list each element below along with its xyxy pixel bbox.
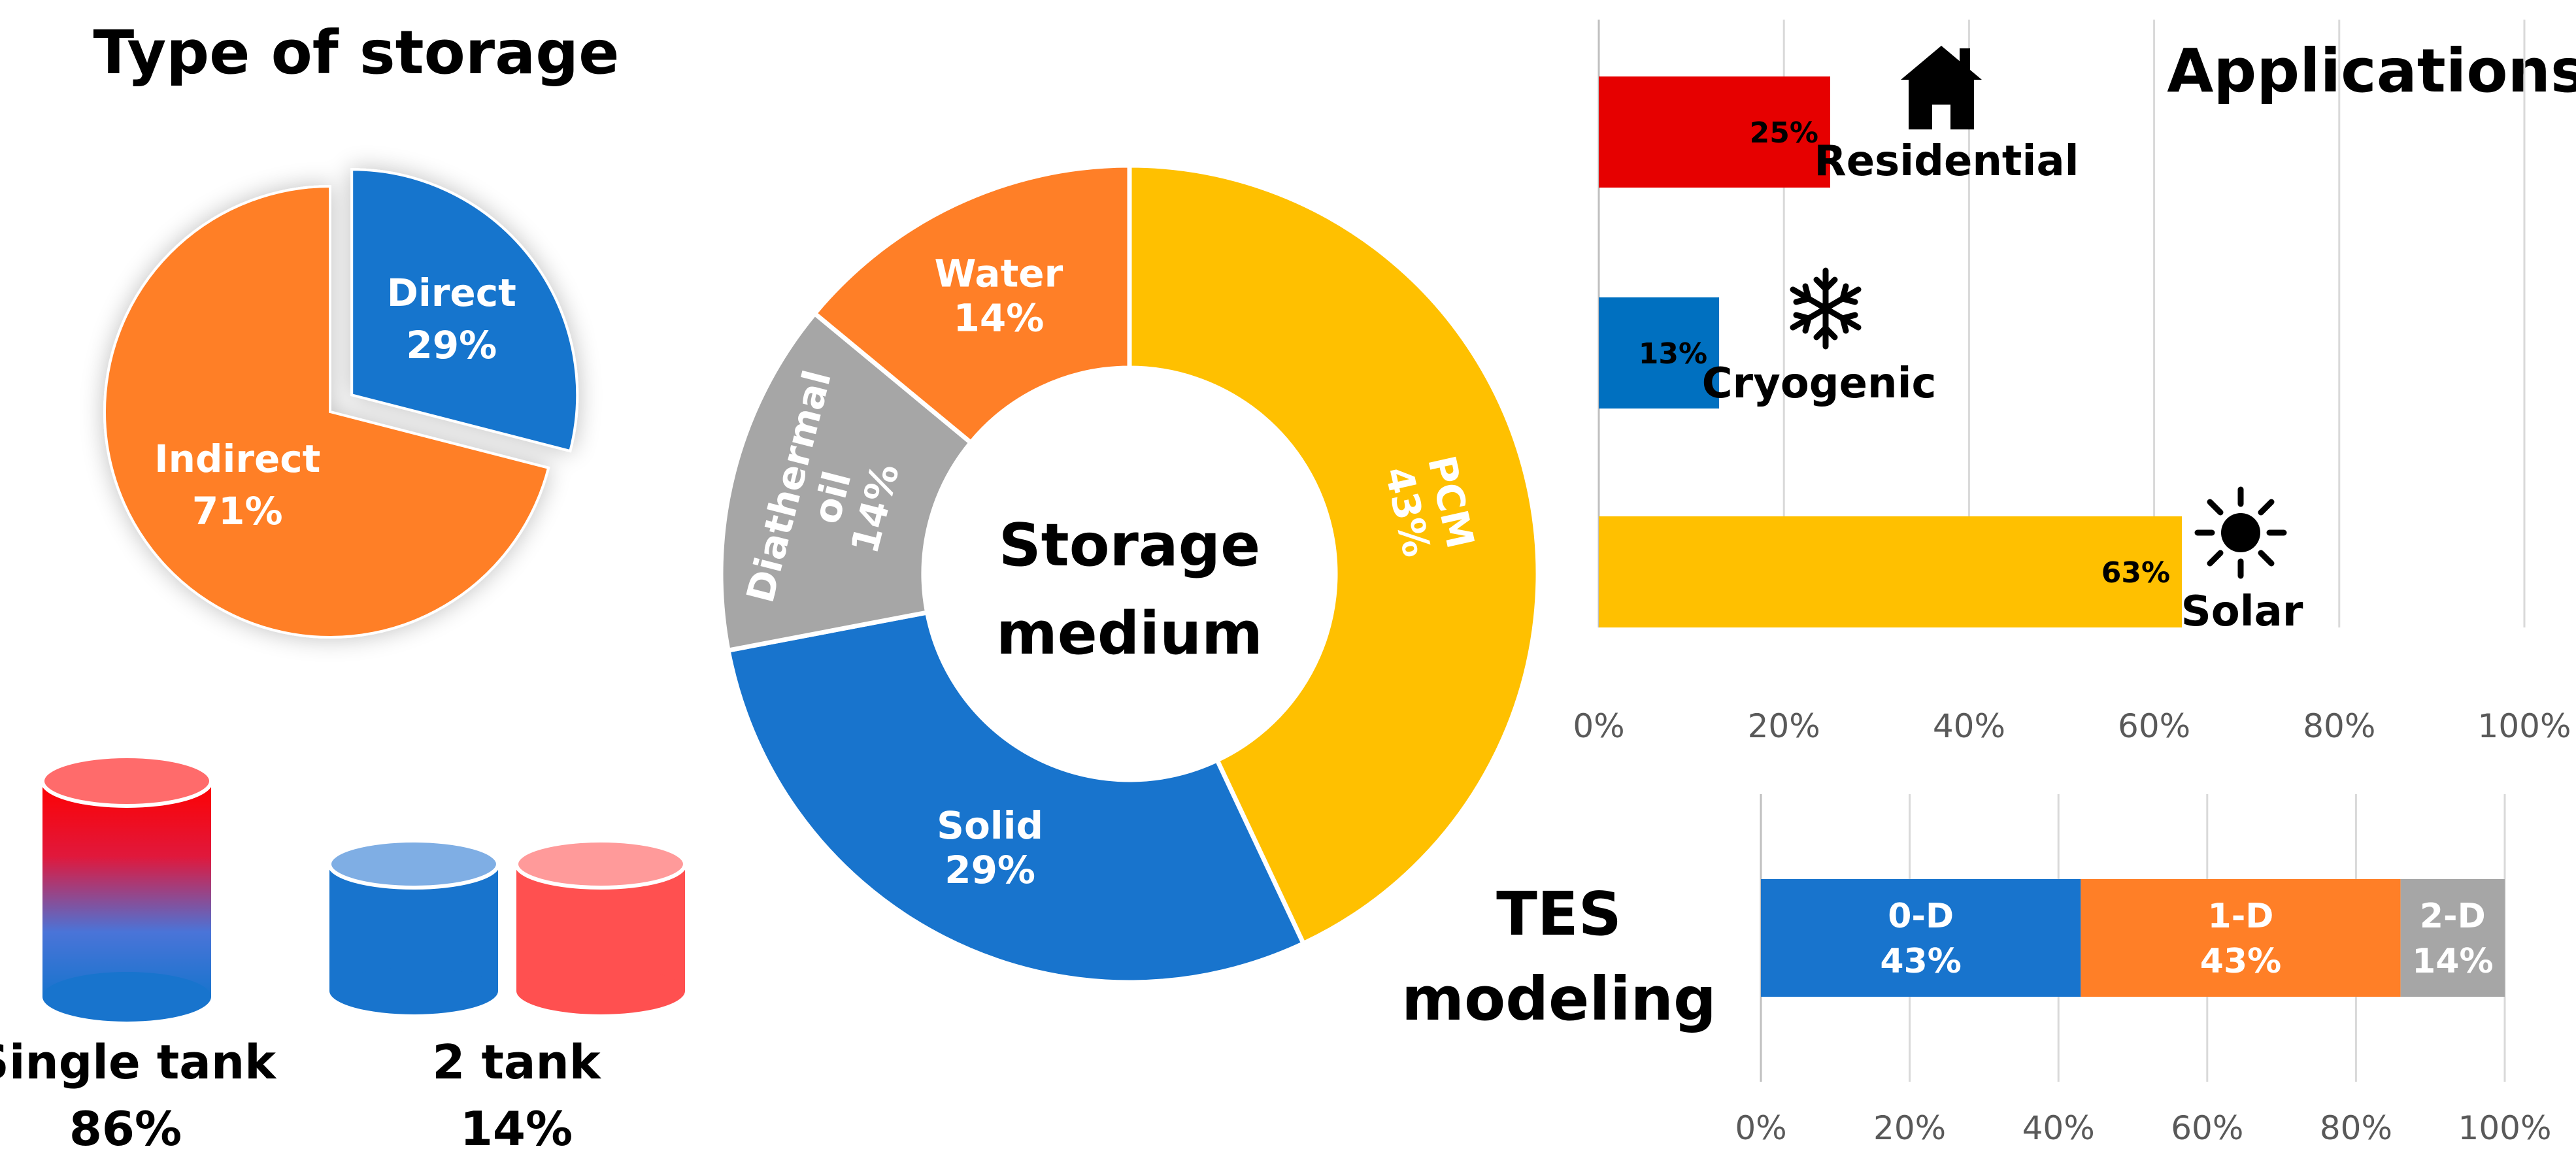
pie-value-indirect: 71% (192, 489, 283, 533)
x-tick-label: 0% (1735, 1109, 1786, 1147)
category-label-solar: Solar (2181, 588, 2303, 636)
donut-label-line: 29% (945, 848, 1035, 892)
tank-configuration: Single tank 86% 2 tank 14% (0, 754, 687, 1156)
segment-2-d (2400, 879, 2505, 997)
x-tick-label: 60% (2171, 1109, 2243, 1147)
category-label-cryogenic: Cryogenic (1702, 359, 1937, 408)
bar-solar (1599, 516, 2183, 627)
pie-value-direct: 29% (406, 323, 497, 367)
applications-chart: Applications 25%Residential 13%Cryogenic 6… (1573, 20, 2576, 745)
applications-bars: 25%Residential 13%Cryogenic 63% Solar (1599, 76, 2303, 636)
x-tick-label: 0% (1573, 707, 1624, 745)
single-tank-label: Single tank (0, 1035, 277, 1090)
type-of-storage-title: Type of storage (93, 18, 620, 88)
two-tank-icon (327, 839, 687, 1014)
x-tick-label: 100% (2478, 707, 2571, 745)
donut-label-line: 14% (953, 296, 1044, 341)
bar-cryogenic (1599, 297, 1720, 409)
pie-slice-direct (350, 168, 579, 453)
donut-slice-solid (725, 609, 1307, 985)
applications-tick-labels: 0% 20% 40% 60% 80% 100% (1573, 707, 2571, 745)
donut-slice-water (811, 163, 1132, 446)
bar-value-residential: 25% (1750, 116, 1818, 150)
segment-value-1-d: 43% (2200, 942, 2281, 981)
x-tick-label: 40% (1933, 707, 2005, 745)
x-tick-label: 100% (2458, 1109, 2552, 1147)
x-tick-label: 80% (2303, 707, 2375, 745)
storage-medium-title-line-1: Storage (999, 511, 1260, 580)
bar-value-solar: 63% (2101, 556, 2170, 590)
x-tick-label: 40% (2022, 1109, 2095, 1147)
type-of-storage-labels: Direct 29% Indirect 71% (154, 271, 516, 533)
pie-label-direct: Direct (387, 271, 516, 315)
tes-modeling-title-line-2: modeling (1401, 964, 1716, 1034)
pie-label-indirect: Indirect (154, 437, 320, 481)
single-tank-icon (41, 754, 213, 1022)
donut-label-line: Solid (937, 803, 1043, 848)
two-tank-value: 14% (460, 1101, 573, 1156)
segment-label-0-d: 0-D (1888, 897, 1954, 936)
house-icon (1901, 46, 1982, 129)
category-label-residential: Residential (1814, 137, 2079, 186)
single-tank-value: 86% (69, 1101, 182, 1156)
donut-slice-diathermal-oil (718, 310, 975, 654)
bar-value-cryogenic: 13% (1639, 337, 1707, 371)
donut-slice-pcm (1127, 163, 1541, 947)
type-of-storage-slices (103, 168, 579, 639)
pie-slice-indirect (103, 184, 550, 639)
storage-medium-title-line-2: medium (996, 599, 1263, 668)
x-tick-label: 20% (1748, 707, 1820, 745)
segment-label-2-d: 2-D (2420, 897, 2486, 936)
x-tick-label: 80% (2320, 1109, 2392, 1147)
segment-0-d (1761, 879, 2081, 997)
segment-value-2-d: 14% (2412, 942, 2493, 981)
tes-modeling-chart: TES modeling 0-D 43% 1-D 43% 2-D 14% 0% 20% 40%… (1401, 794, 2551, 1147)
segment-1-d (2081, 879, 2401, 997)
tes-modeling-title-line-1: TES (1496, 879, 1622, 949)
x-tick-label: 60% (2118, 707, 2190, 745)
segment-label-1-d: 1-D (2208, 897, 2274, 936)
donut-label-line: Water (935, 252, 1063, 296)
segment-value-0-d: 43% (1880, 942, 1961, 981)
two-tank-label: 2 tank (432, 1035, 601, 1090)
snowflake-icon (1790, 267, 1862, 350)
type-of-storage-chart: Type of storage Direct 29% Indirect 71% (93, 18, 620, 639)
bar-residential (1599, 76, 1830, 188)
storage-medium-slices (718, 163, 1541, 985)
tes-modeling-tick-labels: 0% 20% 40% 60% 80% 100% (1735, 1109, 2551, 1147)
sun-icon (2194, 486, 2287, 579)
applications-title: Applications (2167, 36, 2576, 106)
x-tick-label: 20% (1873, 1109, 1946, 1147)
tes-modeling-segments: 0-D 43% 1-D 43% 2-D 14% (1761, 879, 2505, 997)
